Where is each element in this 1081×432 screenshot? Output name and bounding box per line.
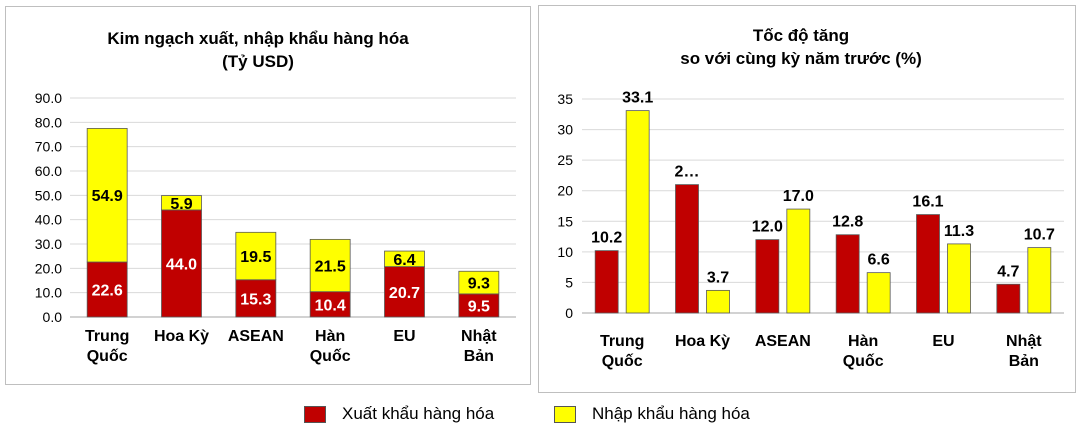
chart-0-data-label: 9.3 bbox=[468, 276, 490, 293]
chart-0-data-label: 54.9 bbox=[92, 188, 123, 205]
chart-1-data-label: 6.6 bbox=[868, 252, 890, 269]
chart-1-data-label: 2… bbox=[675, 164, 700, 181]
chart-1-category-label: Hoa Kỳ bbox=[675, 333, 730, 350]
chart-1-bar-export bbox=[916, 214, 940, 314]
chart-0-data-label: 5.9 bbox=[170, 196, 192, 213]
chart-1-category-label: Quốc bbox=[602, 353, 643, 370]
chart-1-title-line: so với cùng kỳ năm trước (%) bbox=[680, 49, 921, 68]
chart-1-y-tick-label: 30 bbox=[557, 122, 573, 138]
chart-1-bar-export bbox=[755, 239, 780, 314]
chart-0-data-label: 20.7 bbox=[389, 285, 420, 302]
chart-0-bar-export bbox=[309, 291, 351, 318]
chart-1-bar-import bbox=[947, 243, 971, 314]
chart-0-bar-import bbox=[384, 250, 425, 268]
chart-0-data-label: 15.3 bbox=[240, 291, 271, 308]
chart-1-y-tick-label: 5 bbox=[565, 274, 573, 290]
chart-1-bar-import bbox=[786, 208, 811, 314]
legend-label-export: Xuất khẩu hàng hóa bbox=[342, 404, 495, 423]
chart-1-bar-export bbox=[675, 184, 699, 314]
chart-1-y-tick-label: 10 bbox=[557, 244, 573, 260]
chart-legend: Xuất khẩu hàng hóa Nhập khẩu hàng hóa bbox=[0, 402, 1081, 426]
chart-0-bar-export bbox=[384, 266, 425, 318]
chart-1-category-label: Nhật bbox=[1006, 333, 1042, 350]
chart-1-bar-import bbox=[625, 110, 650, 314]
chart-0-title-line: (Tỷ USD) bbox=[222, 52, 294, 71]
chart-0-y-tick-label: 90.0 bbox=[35, 90, 62, 106]
chart-1-bar-export bbox=[996, 283, 1021, 314]
chart-0-bar-import bbox=[235, 231, 277, 281]
chart-1-data-label: 33.1 bbox=[622, 90, 653, 107]
chart-0-y-tick-label: 20.0 bbox=[35, 260, 62, 276]
legend-item-import: Nhập khẩu hàng hóa bbox=[554, 402, 750, 426]
chart-1-data-label: 17.0 bbox=[783, 188, 814, 205]
chart-0-y-tick-label: 0.0 bbox=[43, 309, 63, 325]
chart-1-bar-import bbox=[866, 272, 891, 314]
chart-0-data-label: 22.6 bbox=[92, 283, 123, 300]
chart-0-category-label: Nhật bbox=[461, 328, 497, 345]
chart-1-data-label: 11.3 bbox=[944, 223, 974, 240]
growth-rate-chart: Tốc độ tăng so với cùng kỳ năm trước (%) 0… bbox=[557, 26, 1064, 370]
chart-0-data-label: 19.5 bbox=[240, 249, 271, 266]
chart-1-data-label: 4.7 bbox=[997, 263, 1019, 280]
chart-0-y-tick-label: 80.0 bbox=[35, 114, 62, 130]
chart-1-category-label: Bản bbox=[1009, 353, 1039, 370]
chart-1-data-label: 12.0 bbox=[752, 219, 783, 236]
chart-1-y-tick-label: 15 bbox=[557, 213, 573, 229]
chart-0-category-label: Quốc bbox=[87, 348, 128, 365]
chart-0-data-label: 21.5 bbox=[315, 259, 346, 276]
chart-1-bar-export bbox=[594, 250, 619, 314]
chart-1-bar-export bbox=[835, 234, 860, 314]
chart-0-bar-import bbox=[161, 195, 202, 211]
legend-label-import: Nhập khẩu hàng hóa bbox=[592, 404, 750, 423]
chart-0-data-label: 6.4 bbox=[393, 252, 415, 269]
chart-1-data-label: 16.1 bbox=[912, 194, 943, 211]
chart-0-data-label: 44.0 bbox=[166, 256, 197, 273]
chart-0-data-label: 9.5 bbox=[468, 298, 490, 315]
chart-0-title-line: Kim ngạch xuất, nhập khẩu hàng hóa bbox=[107, 29, 409, 48]
chart-0-y-tick-label: 40.0 bbox=[35, 212, 62, 228]
chart-0-category-label: ASEAN bbox=[228, 328, 284, 345]
legend-swatch-export bbox=[304, 405, 326, 423]
chart-1-category-label: EU bbox=[932, 333, 954, 350]
legend-swatch-import bbox=[554, 405, 576, 423]
chart-0-category-label: Quốc bbox=[310, 348, 351, 365]
trade-value-chart: Kim ngạch xuất, nhập khẩu hàng hóa (Tỷ US… bbox=[35, 29, 516, 365]
chart-0-bar-export bbox=[161, 209, 202, 318]
chart-1-data-label: 3.7 bbox=[707, 269, 729, 286]
growth-rate-chart-panel: Tốc độ tăng so với cùng kỳ năm trước (%) 0… bbox=[538, 5, 1076, 393]
chart-0-category-label: Hàn bbox=[315, 328, 345, 345]
chart-0-y-tick-label: 30.0 bbox=[35, 236, 62, 252]
chart-1-y-tick-label: 35 bbox=[557, 91, 573, 107]
chart-1-data-label: 10.7 bbox=[1024, 227, 1055, 244]
chart-1-data-label: 12.8 bbox=[832, 214, 863, 231]
chart-0-category-label: Hoa Kỳ bbox=[154, 328, 209, 345]
chart-1-category-label: Hàn bbox=[848, 333, 878, 350]
chart-0-category-label: Trung bbox=[85, 328, 129, 345]
chart-0-bar-import bbox=[458, 270, 500, 295]
chart-0-y-tick-label: 60.0 bbox=[35, 163, 62, 179]
chart-0-bar-import bbox=[86, 128, 128, 263]
chart-1-title-line: Tốc độ tăng bbox=[753, 26, 849, 45]
chart-0-bar-export bbox=[235, 279, 277, 318]
chart-1-y-tick-label: 20 bbox=[557, 183, 573, 199]
chart-0-y-tick-label: 50.0 bbox=[35, 187, 62, 203]
chart-1-y-tick-label: 0 bbox=[565, 305, 573, 321]
chart-1-category-label: Trung bbox=[600, 333, 644, 350]
chart-1-y-tick-label: 25 bbox=[557, 152, 573, 168]
chart-1-category-label: ASEAN bbox=[755, 333, 811, 350]
chart-0-category-label: Bản bbox=[464, 348, 494, 365]
chart-0-bar-import bbox=[309, 238, 351, 293]
chart-0-data-label: 10.4 bbox=[315, 297, 346, 314]
chart-0-category-label: EU bbox=[393, 328, 415, 345]
legend-item-export: Xuất khẩu hàng hóa bbox=[304, 402, 494, 426]
chart-1-bar-import bbox=[706, 289, 730, 314]
chart-0-y-tick-label: 70.0 bbox=[35, 139, 62, 155]
trade-value-chart-panel: Kim ngạch xuất, nhập khẩu hàng hóa (Tỷ US… bbox=[5, 6, 531, 385]
chart-1-category-label: Quốc bbox=[843, 353, 884, 370]
chart-1-bar-import bbox=[1027, 247, 1052, 314]
chart-0-y-tick-label: 10.0 bbox=[35, 285, 62, 301]
chart-1-data-label: 10.2 bbox=[591, 230, 622, 247]
